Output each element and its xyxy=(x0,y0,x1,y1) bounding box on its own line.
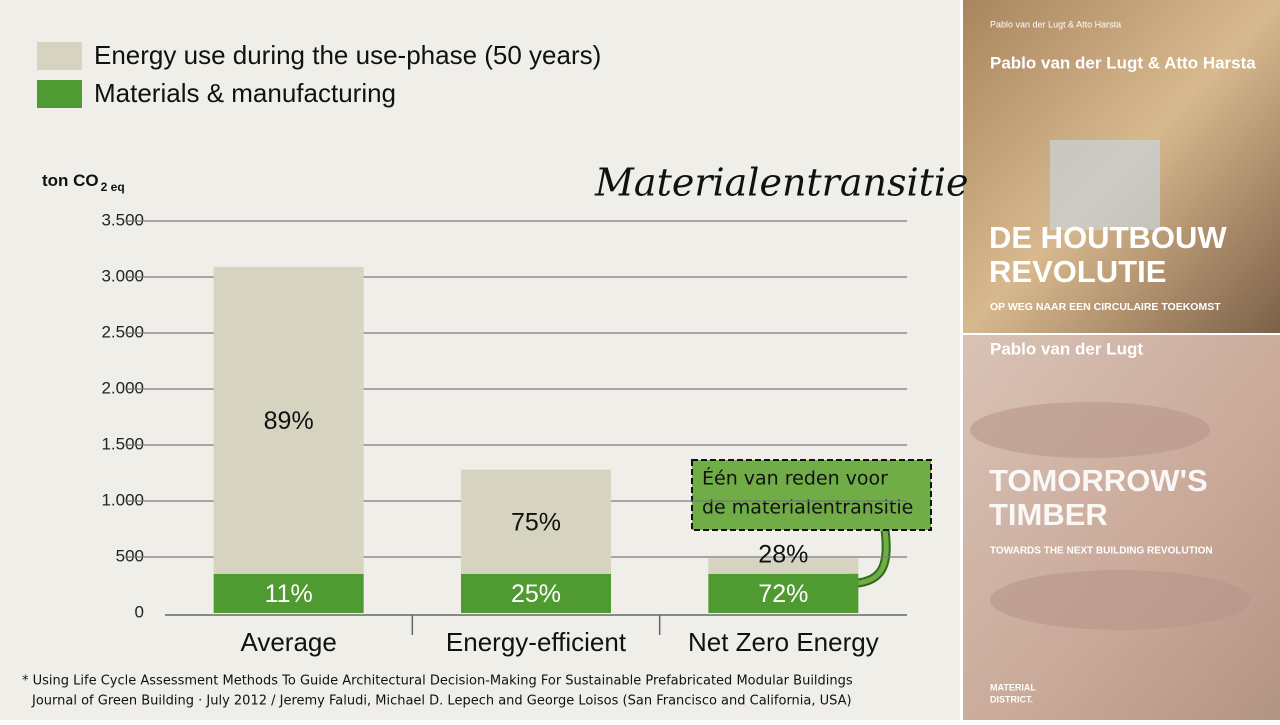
cover-shape xyxy=(970,402,1210,458)
y-axis-label-main: ton CO xyxy=(42,171,99,190)
book2-title: TIMBER xyxy=(989,497,1108,532)
book2-publisher: MATERIAL xyxy=(990,682,1036,692)
share-label: 89% xyxy=(264,407,314,435)
y-tick-label: 500 xyxy=(116,546,144,565)
book1-authors-small: Pablo van der Lugt & Atto Harsta xyxy=(990,19,1121,29)
book1: Pablo van der Lugt & Atto Harsta Pablo v… xyxy=(989,19,1256,312)
callout-box xyxy=(691,459,932,531)
bar-segment xyxy=(461,573,611,613)
y-tick-label: 3.000 xyxy=(101,266,144,285)
callout-text: Één van reden voor xyxy=(702,467,888,490)
book1-title: REVOLUTIE xyxy=(989,254,1166,289)
book1-subtitle: OP WEG NAAR EEN CIRCULAIRE TOEKOMST xyxy=(990,301,1221,313)
book1-authors: Pablo van der Lugt & Atto Harsta xyxy=(990,53,1256,72)
x-tick-label: Net Zero Energy xyxy=(688,627,879,657)
bar-segment xyxy=(213,266,364,574)
legend-label: Materials & manufacturing xyxy=(94,78,396,108)
y-axis-label-sub: 2 eq xyxy=(101,180,125,194)
callout-text: de materialentransitie xyxy=(702,497,913,519)
footnote: Journal of Green Building · July 2012 / … xyxy=(31,694,852,709)
share-label: 72% xyxy=(758,580,808,608)
x-tick-label: Average xyxy=(240,627,336,657)
book1-title: DE HOUTBOUW xyxy=(989,220,1227,255)
y-axis-label: ton CO 2 eq xyxy=(42,171,125,194)
callout-arrow xyxy=(849,529,889,587)
footnote: * Using Life Cycle Assessment Methods To… xyxy=(22,674,853,689)
bar-segment xyxy=(213,573,364,613)
share-label: 28% xyxy=(758,541,808,569)
y-tick-label: 3.500 xyxy=(101,210,144,229)
book2-publisher: DISTRICT. xyxy=(990,694,1033,704)
y-tick-label: 2.500 xyxy=(101,322,144,341)
y-tick-label: 2.000 xyxy=(101,378,144,397)
legend-swatch xyxy=(37,42,82,70)
book2: Pablo van der Lugt TOMORROW'S TIMBER TOW… xyxy=(989,339,1213,704)
bar-segment xyxy=(461,469,611,574)
share-label: 75% xyxy=(511,508,561,536)
share-label: 11% xyxy=(265,580,313,608)
y-tick-label: 0 xyxy=(135,602,144,621)
share-label: 25% xyxy=(511,580,561,608)
cover-window xyxy=(1050,140,1160,230)
legend-swatch xyxy=(37,80,82,108)
book-cover xyxy=(963,335,1280,720)
bar-segment xyxy=(708,558,859,574)
cover-shape xyxy=(990,570,1250,630)
x-tick-label: Energy-efficient xyxy=(446,627,627,657)
y-tick-label: 1.500 xyxy=(101,434,144,453)
bar-segment xyxy=(708,573,859,613)
plot: 0 500 1.000 1.500 2.000 2.500 3.000 3.500 Energy… xyxy=(37,40,907,657)
book2-title: TOMORROW'S xyxy=(989,463,1208,498)
book2-author: Pablo van der Lugt xyxy=(990,339,1143,358)
chart-title: Materialentransitie xyxy=(594,161,969,205)
legend-label: Energy use during the use-phase (50 year… xyxy=(94,40,601,70)
book2-subtitle: TOWARDS THE NEXT BUILDING REVOLUTION xyxy=(990,546,1213,557)
y-tick-label: 1.000 xyxy=(101,490,144,509)
